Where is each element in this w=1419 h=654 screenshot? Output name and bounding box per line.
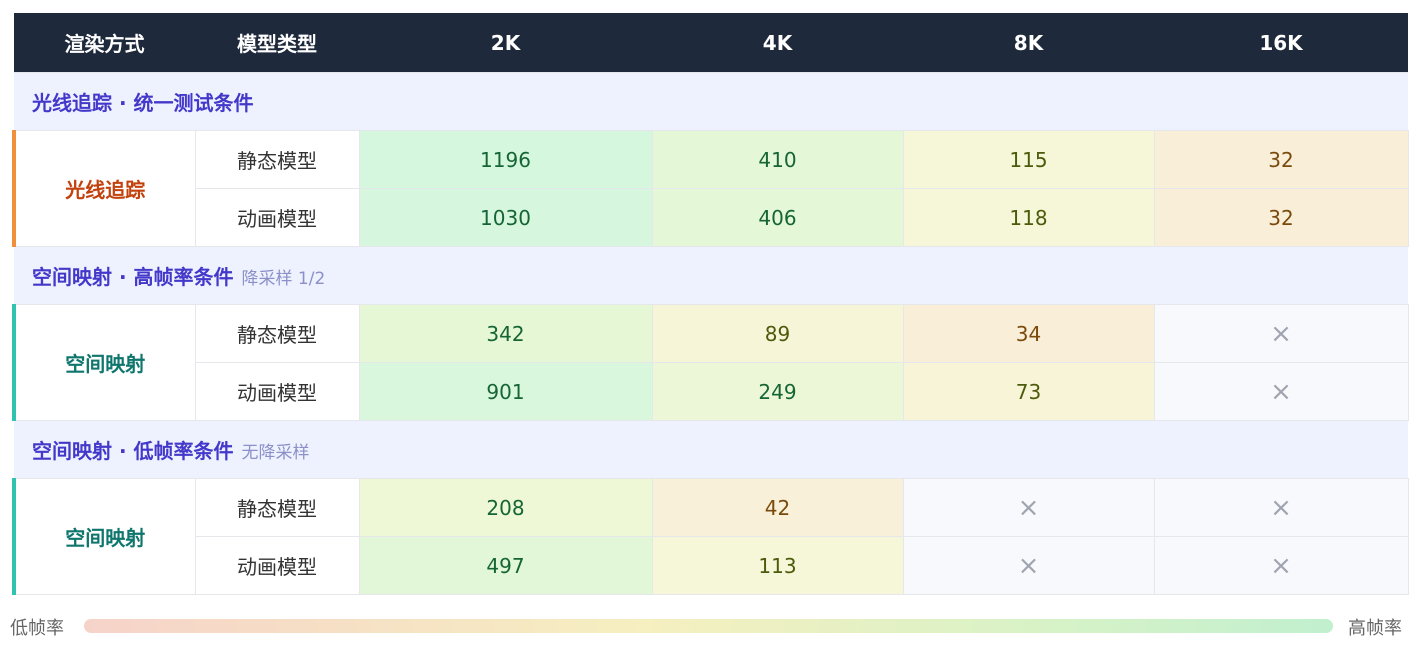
na-cell: × (1153, 362, 1409, 421)
data-row: 动画模型 1030 406 118 32 (14, 188, 1409, 247)
data-row: 空间映射 静态模型 342 89 34 × (12, 304, 1409, 421)
fps-cell: 497 (358, 536, 653, 595)
header-row: 渲染方式 模型类型 2K 4K 8K 16K (14, 13, 1408, 73)
fps-cell: 42 (651, 478, 904, 537)
legend-low: 低帧率 (10, 618, 64, 639)
model-cell: 静态模型 (194, 478, 360, 537)
legend-gradient (84, 619, 1333, 633)
section-row: 光线追踪 · 统一测试条件 (14, 72, 1408, 131)
column-header: 模型类型 (195, 13, 359, 73)
legend: 低帧率 高帧率 (0, 611, 1419, 641)
model-cell: 动画模型 (194, 188, 360, 247)
fps-cell: 113 (651, 536, 904, 595)
section-cell: 空间映射 · 高帧率条件 降采样 1/2 (14, 246, 1408, 305)
section-title: 空间映射 · 高帧率条件 (32, 265, 234, 289)
na-cell: × (1153, 304, 1409, 363)
fps-cell: 901 (358, 362, 653, 421)
legend-high: 高帧率 (1348, 618, 1402, 639)
section-note: 降采样 1/2 (241, 269, 326, 289)
section-row: 空间映射 · 高帧率条件 降采样 1/2 (14, 246, 1408, 305)
data-row: 空间映射 静态模型 208 42 × × (12, 478, 1409, 595)
column-header: 4K (652, 13, 903, 73)
na-cell: × (902, 536, 1155, 595)
data-row: 动画模型 497 113 × × (14, 536, 1409, 595)
model-cell: 动画模型 (194, 536, 360, 595)
data-row: 动画模型 901 249 73 × (14, 362, 1409, 421)
fps-cell: 118 (902, 188, 1155, 247)
column-header: 8K (903, 13, 1154, 73)
data-row: 光线追踪 静态模型 1196 410 115 32 (12, 130, 1409, 247)
section-cell: 空间映射 · 低帧率条件 无降采样 (14, 420, 1408, 479)
column-header: 渲染方式 (14, 13, 195, 73)
fps-cell: 32 (1153, 130, 1409, 189)
section-title: 空间映射 · 低帧率条件 (32, 439, 234, 463)
column-header: 16K (1154, 13, 1408, 73)
fps-cell: 73 (902, 362, 1155, 421)
table-body: 光线追踪 · 统一测试条件 光线追踪 静态模型 1196 410 115 32 动画模型 103… (12, 72, 1409, 595)
model-cell: 静态模型 (194, 304, 360, 363)
fps-cell: 342 (358, 304, 653, 363)
fps-cell: 89 (651, 304, 904, 363)
method-cell: 空间映射 (12, 304, 196, 421)
fps-cell: 32 (1153, 188, 1409, 247)
na-cell: × (1153, 478, 1409, 537)
column-header: 2K (359, 13, 652, 73)
fps-cell: 34 (902, 304, 1155, 363)
fps-cell: 249 (651, 362, 904, 421)
fps-table: 渲染方式 模型类型 2K 4K 8K 16K 光线追踪 · 统一测试条件 光线追踪 静态模型 1… (12, 13, 1409, 595)
section-row: 空间映射 · 低帧率条件 无降采样 (14, 420, 1408, 479)
model-cell: 动画模型 (194, 362, 360, 421)
fps-cell: 410 (651, 130, 904, 189)
fps-cell: 1030 (358, 188, 653, 247)
fps-cell: 115 (902, 130, 1155, 189)
fps-cell: 1196 (358, 130, 653, 189)
section-note: 无降采样 (241, 443, 310, 463)
section-title: 光线追踪 · 统一测试条件 (32, 91, 254, 115)
method-cell: 光线追踪 (12, 130, 196, 247)
method-cell: 空间映射 (12, 478, 196, 595)
model-cell: 静态模型 (194, 130, 360, 189)
section-cell: 光线追踪 · 统一测试条件 (14, 72, 1408, 131)
na-cell: × (1153, 536, 1409, 595)
fps-cell: 406 (651, 188, 904, 247)
na-cell: × (902, 478, 1155, 537)
fps-cell: 208 (358, 478, 653, 537)
